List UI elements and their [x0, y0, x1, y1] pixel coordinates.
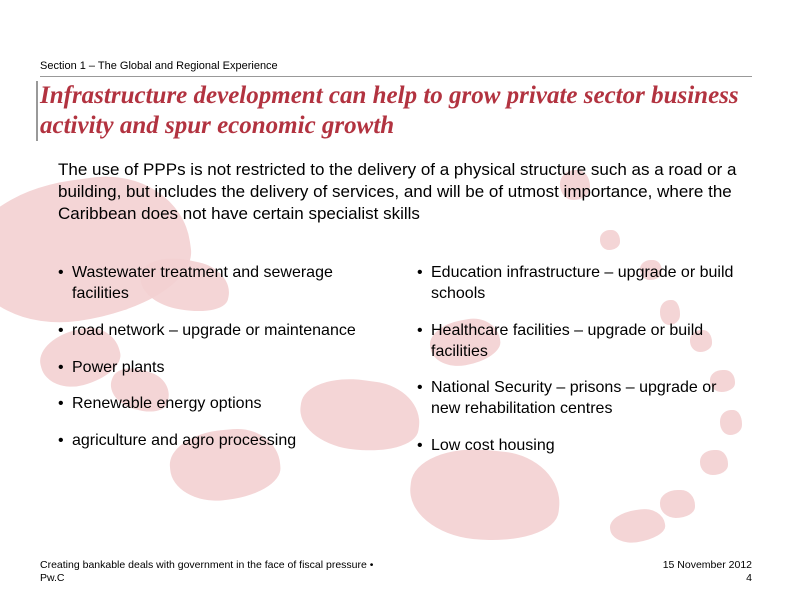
list-item: road network – upgrade or maintenance — [58, 321, 381, 342]
footer-left: Creating bankable deals with government … — [40, 559, 373, 586]
footer-page-number: 4 — [746, 572, 752, 584]
list-item: Renewable energy options — [58, 394, 381, 415]
list-item: Wastewater treatment and sewerage facili… — [58, 263, 381, 305]
slide-title: Infrastructure development can help to g… — [36, 81, 752, 141]
left-column: Wastewater treatment and sewerage facili… — [58, 263, 381, 473]
slide-footer: Creating bankable deals with government … — [40, 559, 752, 586]
list-item: Healthcare facilities – upgrade or build… — [417, 321, 740, 363]
list-item: National Security – prisons – upgrade or… — [417, 378, 740, 420]
bullet-columns: Wastewater treatment and sewerage facili… — [58, 263, 740, 473]
section-label: Section 1 – The Global and Regional Expe… — [40, 60, 752, 77]
list-item: Low cost housing — [417, 436, 740, 457]
right-bullet-list: Education infrastructure – upgrade or bu… — [417, 263, 740, 457]
footer-company: Pw.C — [40, 572, 65, 584]
list-item: Education infrastructure – upgrade or bu… — [417, 263, 740, 305]
intro-paragraph: The use of PPPs is not restricted to the… — [58, 159, 740, 225]
list-item: agriculture and agro processing — [58, 431, 381, 452]
footer-right: 15 November 2012 4 — [663, 559, 752, 586]
slide-content: Section 1 – The Global and Regional Expe… — [0, 0, 792, 612]
right-column: Education infrastructure – upgrade or bu… — [417, 263, 740, 473]
left-bullet-list: Wastewater treatment and sewerage facili… — [58, 263, 381, 452]
list-item: Power plants — [58, 358, 381, 379]
footer-date: 15 November 2012 — [663, 559, 752, 571]
footer-doc-title: Creating bankable deals with government … — [40, 559, 373, 571]
